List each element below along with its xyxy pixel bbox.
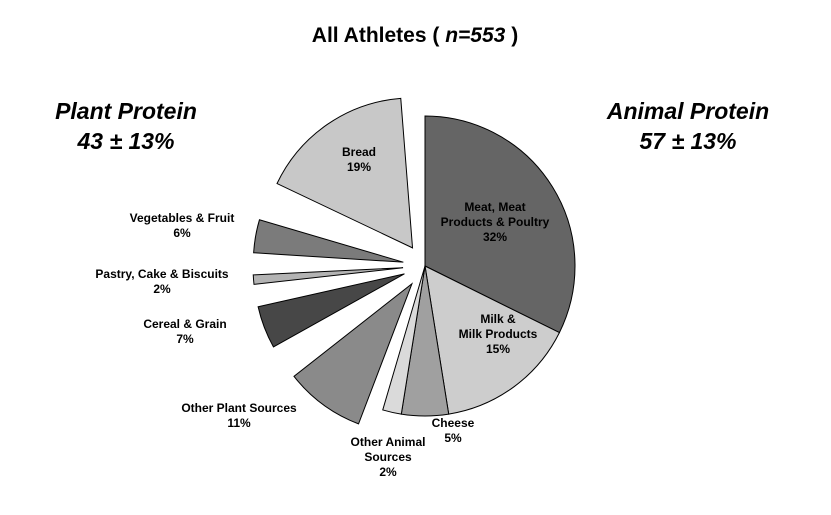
slice-label-bread: Bread 19% <box>342 145 376 174</box>
chart-title-paren-close: ) <box>511 24 518 47</box>
pie-slice-bread <box>276 97 414 249</box>
slice-label-line: Vegetables & Fruit <box>130 211 235 225</box>
pie-slice-labels: Meat, Meat Products & Poultry 32% Milk & Mil… <box>95 145 549 479</box>
slice-label-cereal: Cereal & Grain 7% <box>143 317 226 346</box>
chart-title-paren-open: ( <box>432 24 439 47</box>
pie-slice-veg <box>253 219 404 263</box>
slice-label-line: Cereal & Grain <box>143 317 226 331</box>
slice-label-line: 7% <box>176 332 194 346</box>
slice-label-line: Milk Products <box>459 327 538 341</box>
pie-slice-meat <box>424 115 576 334</box>
slice-label-line: 15% <box>486 342 510 356</box>
slice-label-line: 11% <box>227 416 251 430</box>
slice-label-line: Meat, Meat <box>464 200 525 214</box>
pie-slice-pastry <box>252 267 404 285</box>
slice-label-line: Milk & <box>480 312 516 326</box>
slice-label-other-animal: Other Animal Sources 2% <box>351 435 426 479</box>
slice-label-line: 6% <box>173 226 191 240</box>
pie-slice-milk <box>424 265 561 415</box>
slice-label-line: 32% <box>483 230 507 244</box>
pie-slice-other-plant <box>293 282 414 425</box>
slice-label-line: Other Animal <box>351 435 426 449</box>
slice-label-cheese: Cheese 5% <box>432 416 475 445</box>
pie-slice-other-animal <box>382 265 426 415</box>
slice-label-line: Cheese <box>432 416 475 430</box>
slice-label-line: 2% <box>153 282 171 296</box>
slice-label-line: Pastry, Cake & Biscuits <box>95 267 228 281</box>
slice-label-line: Bread <box>342 145 376 159</box>
pie-slices <box>252 97 576 425</box>
slice-label-other-plant: Other Plant Sources 11% <box>181 401 297 430</box>
slice-label-line: 5% <box>444 431 462 445</box>
slice-label-meat: Meat, Meat Products & Poultry 32% <box>441 200 550 244</box>
chart-title: All Athletes ( n=553 ) <box>312 24 518 47</box>
slice-label-pastry: Pastry, Cake & Biscuits 2% <box>95 267 228 296</box>
slice-label-line: Products & Poultry <box>441 215 550 229</box>
plant-protein-label: Plant Protein <box>55 98 197 124</box>
slice-label-line: 2% <box>379 465 397 479</box>
chart-title-n: n=553 <box>445 24 505 47</box>
pie-slice-cereal <box>257 273 405 348</box>
animal-protein-label: Animal Protein <box>606 98 769 124</box>
plant-protein-value: 43 ± 13% <box>76 128 174 154</box>
slice-label-line: 19% <box>347 160 371 174</box>
chart-title-main: All Athletes <box>312 24 427 47</box>
slice-label-line: Other Plant Sources <box>181 401 297 415</box>
slice-label-veg: Vegetables & Fruit 6% <box>130 211 235 240</box>
slice-label-line: Sources <box>364 450 412 464</box>
slice-label-milk: Milk & Milk Products 15% <box>459 312 538 356</box>
animal-protein-value: 57 ± 13% <box>639 128 736 154</box>
